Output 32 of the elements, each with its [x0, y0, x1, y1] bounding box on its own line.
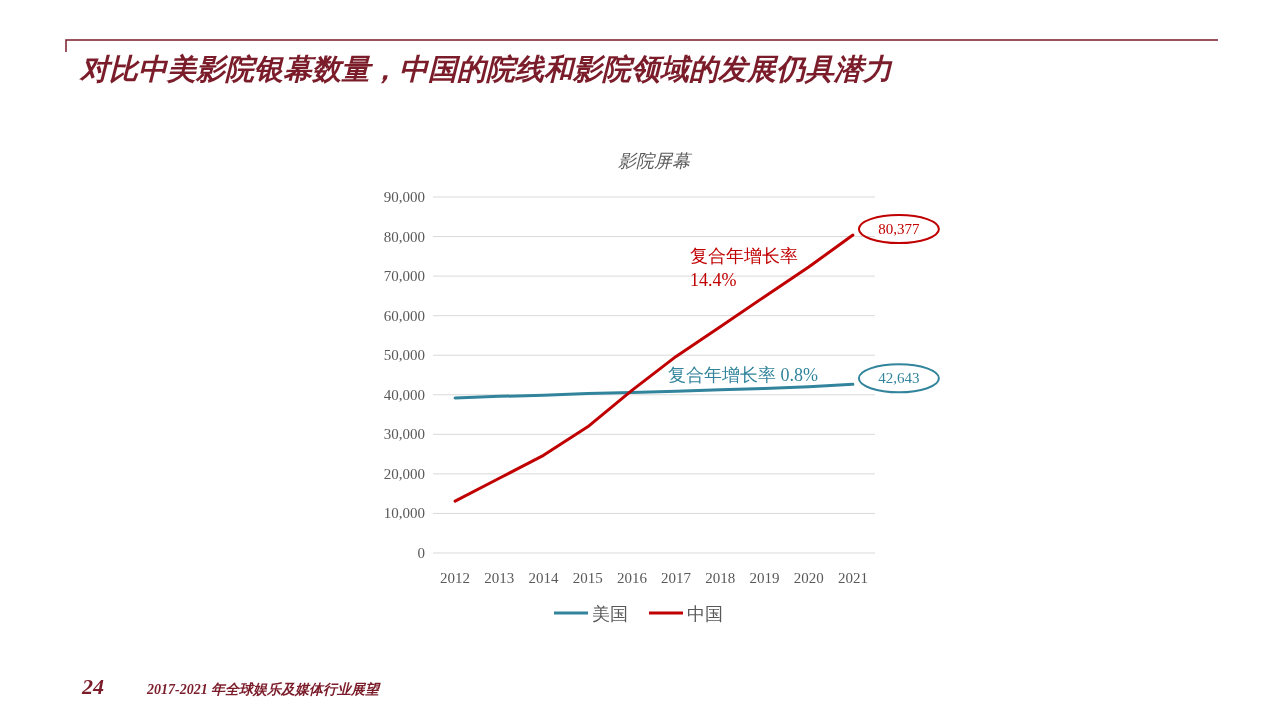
y-tick-label: 30,000 — [383, 426, 425, 443]
text: 24 — [81, 674, 104, 699]
y-tick-label: 50,000 — [383, 347, 425, 364]
data-label: 80,377 — [878, 221, 921, 238]
x-tick-label: 2021 — [837, 570, 868, 586]
annotation: 复合年增长率 14.4% — [690, 246, 798, 290]
chart-title: 对比中美影院银幕数量，中国的院线和影院领域的发展仍具潜力 — [79, 53, 893, 85]
x-tick-label: 2016 — [616, 570, 648, 586]
x-tick-label: 2018 — [705, 570, 736, 586]
y-tick-label: 20,000 — [383, 465, 425, 482]
y-tick-label: 70,000 — [383, 268, 425, 285]
x-tick-label: 2015 — [572, 570, 603, 586]
line-series — [453, 233, 855, 503]
x-tick-label: 2012 — [440, 570, 471, 586]
text: 2017-2021 年全球娱乐及媒体行业展望 — [146, 681, 382, 697]
x-tick-label: 2019 — [749, 570, 780, 586]
x-tick-label: 2013 — [484, 570, 515, 586]
legend-label: 中国 — [687, 604, 723, 624]
x-tick-label: 2020 — [793, 570, 824, 586]
y-tick-label: 40,000 — [383, 386, 425, 403]
data-label: 42,643 — [878, 370, 920, 387]
x-tick-label: 2017 — [661, 570, 692, 586]
y-tick-label: 80,000 — [383, 228, 425, 245]
chart-subtitle: 影院屏幕 — [618, 151, 693, 171]
y-tick-label: 10,000 — [383, 505, 425, 522]
y-tick-label: 60,000 — [383, 307, 425, 324]
x-tick-label: 2014 — [528, 570, 559, 586]
legend-label: 美国 — [592, 604, 628, 624]
line-series — [453, 382, 855, 400]
y-tick-label: 0 — [417, 545, 425, 561]
annotation: 复合年增长率 0.8% — [668, 365, 818, 385]
y-tick-label: 90,000 — [383, 189, 425, 205]
